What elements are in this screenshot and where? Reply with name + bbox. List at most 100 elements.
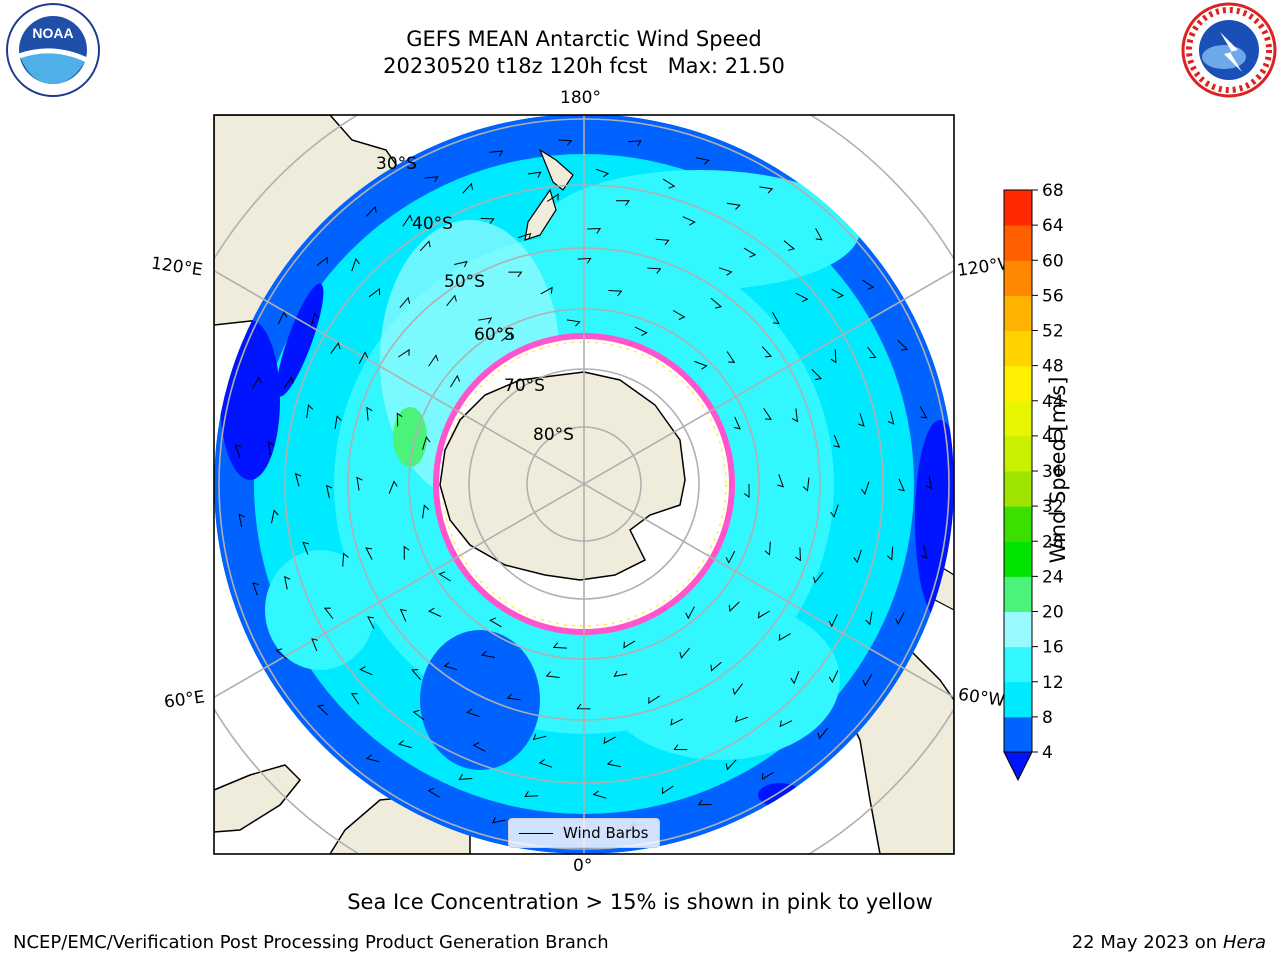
colorbar-tick-label: 60 [1042, 251, 1064, 271]
colorbar-segment [1004, 716, 1032, 753]
wind-barb [627, 140, 642, 147]
lat-label-50s: 50°S [444, 272, 485, 292]
wind-barb [422, 436, 431, 450]
wind-barb [634, 326, 648, 337]
colorbar-tick-label: 44 [1042, 392, 1064, 412]
high-wind-patch [393, 407, 427, 467]
wind-barb [438, 571, 451, 582]
graticule [214, 115, 954, 854]
wind-barb [576, 703, 591, 710]
wind-barb [867, 346, 877, 358]
wind-barb [316, 256, 328, 267]
wind-barb [726, 202, 741, 210]
wind-barb [831, 288, 845, 299]
wind-barb [725, 759, 737, 771]
wind-barb [743, 483, 750, 498]
wind-barb [830, 349, 837, 364]
colorbar-segment [1004, 435, 1032, 472]
wind-barb [811, 369, 823, 380]
wind-barb [527, 171, 542, 178]
wind-barb [388, 480, 398, 494]
wind-barb [275, 648, 287, 660]
wind-barb [783, 240, 796, 251]
wind-barb [673, 744, 688, 751]
wind-barb [761, 346, 773, 358]
colorbar-segment [1004, 225, 1032, 261]
wind-barb [670, 718, 683, 726]
wind-barb [791, 408, 799, 423]
date-value: 22 May 2023 on [1071, 932, 1218, 953]
wind-barb [828, 670, 839, 684]
colorbar-segment [1004, 330, 1032, 367]
colorbar-tick-label: 52 [1042, 322, 1064, 342]
madagascar-land [214, 764, 302, 833]
map-title-line2: 20230520 t18z 120h fcst Max: 21.50 [383, 54, 785, 78]
wind-barb [790, 671, 800, 685]
wind-barb [743, 247, 757, 258]
wind-barb [897, 339, 909, 351]
lat-label-30s: 30°S [376, 154, 417, 174]
colorbar-tick-label: 68 [1042, 181, 1064, 201]
wind-barb [694, 360, 708, 370]
wind-barb [356, 476, 363, 491]
wind-barb [238, 513, 245, 528]
wind-barb [647, 267, 662, 274]
wind-barb [398, 740, 412, 749]
wind-barb [672, 310, 686, 320]
colorbar-segment [1004, 400, 1032, 437]
colorbar-tick-label: 32 [1042, 497, 1064, 517]
colorbar-segment [1004, 506, 1032, 542]
map-frame [213, 114, 955, 855]
wind-barb [566, 319, 581, 327]
wind-barb [919, 406, 928, 419]
wind-barb [366, 406, 373, 421]
wind-barb [552, 642, 567, 649]
wind-barb [538, 759, 553, 768]
wind-barb [396, 412, 403, 427]
wind-barb [422, 504, 430, 519]
wind-barb [813, 571, 824, 584]
wind-barb [623, 640, 636, 649]
wind-barb [524, 791, 539, 798]
wind-barb [862, 673, 873, 687]
colorbar-tick-label: 24 [1042, 567, 1064, 587]
wind-barb [234, 444, 242, 458]
colorbar-tick-label: 8 [1042, 708, 1053, 728]
wind-barb [492, 817, 506, 824]
wind-barb [763, 408, 772, 420]
wind-barb [365, 754, 380, 763]
wind-barb [920, 545, 928, 559]
wind-barb [284, 575, 291, 590]
wind-barb [830, 504, 839, 518]
wind-barb [252, 582, 259, 596]
wind-barb [833, 435, 841, 448]
colorbar-segment [1004, 260, 1032, 296]
wind-barb [710, 661, 722, 672]
colorbar-segment [1004, 646, 1032, 683]
colorbar-tick-label: 36 [1042, 462, 1064, 482]
wind-barb [862, 279, 875, 290]
wind-barb [925, 475, 933, 490]
wind-barb [489, 150, 504, 157]
wind-barb [685, 606, 695, 620]
wind-barb [472, 742, 486, 752]
wind-barb [779, 720, 793, 728]
colorbar-segment [1004, 190, 1032, 226]
wind-barb [267, 441, 274, 456]
wind-barb [450, 374, 461, 388]
wind-barb [518, 232, 532, 240]
wind-barb [710, 297, 723, 309]
wind-barb [795, 292, 809, 303]
lon-label-180: 180° [560, 88, 601, 108]
sea-ice-note: Sea Ice Concentration > 15% is shown in … [347, 890, 933, 914]
wind-barb [508, 271, 523, 278]
wind-barb [759, 186, 774, 194]
date-text: 22 May 2023 on Hera [1072, 932, 1266, 953]
map-legend: Wind Barbs [508, 818, 660, 848]
wind-barb [399, 296, 411, 309]
colorbar-segment [1004, 576, 1032, 612]
wind-barb [458, 774, 473, 780]
wind-barb [283, 376, 294, 389]
wind-barb [532, 733, 547, 741]
